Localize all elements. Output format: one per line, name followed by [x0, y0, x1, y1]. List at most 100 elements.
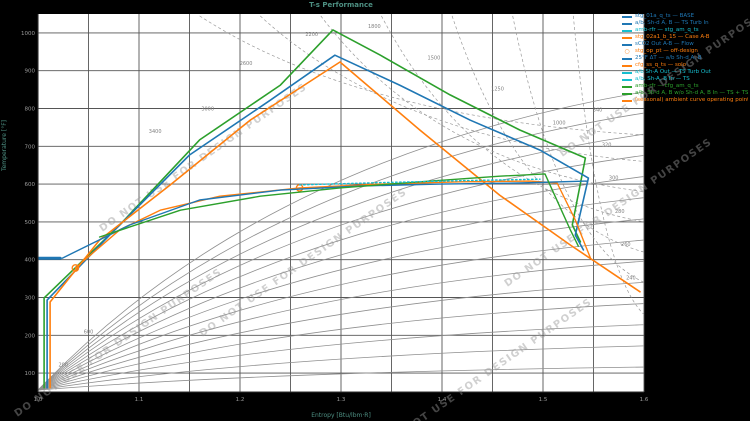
isenthalp-curve	[259, 15, 644, 162]
isobar-curve	[38, 133, 644, 391]
x-tick-label: 1.6	[640, 397, 649, 403]
legend-item: stg_01a_q_ts — BASE	[622, 13, 748, 20]
x-tick-label: 1.0	[34, 397, 43, 403]
legend-item: stg_02a1_b_15 — Case A-B	[622, 34, 748, 41]
x-tick-label: 1.3	[337, 397, 346, 403]
curve-value-label: 2600	[240, 61, 253, 67]
x-tick-label: 1.5	[539, 397, 548, 403]
legend-item: a/b, Sh-d A, B — TS Turb In	[622, 20, 748, 27]
legend-item-label: 25°F ΔT — a/b Sh-d A, B	[635, 55, 702, 61]
legend-item-label: stg_01a_q_ts — BASE	[635, 13, 695, 19]
series-group	[38, 29, 641, 389]
isobar-curve	[38, 366, 644, 391]
isobar-curve	[38, 260, 644, 391]
legend-item: a/b Sh-A Out — TS Turb Out	[622, 69, 748, 76]
y-axis-label: Temperature [°F]	[1, 120, 8, 172]
legend-item-label: a/b, Sh-A, B In — TS	[635, 76, 690, 82]
legend-item-label: amb-rfr — cfg_am_q_ts	[635, 83, 699, 89]
curve-value-label: 200	[58, 362, 68, 368]
isobar-curve	[38, 91, 644, 391]
curve-value-label: 1000	[553, 120, 566, 126]
legend-item: a/b, Sh-d A, B w/o Sh-d A, B In — TS + T…	[622, 90, 748, 97]
series-blue-main	[46, 54, 590, 389]
legend-item: (seasonal) ambient curve operating point…	[622, 97, 748, 104]
isenthalp-curve	[572, 15, 644, 315]
curve-value-label: 240	[626, 275, 636, 281]
curve-value-label: 2200	[305, 32, 318, 38]
curve-value-label: 3000	[201, 106, 214, 112]
isenthalp-curve	[381, 15, 644, 223]
y-tick-label: 100	[25, 371, 36, 377]
curve-value-label: 320	[602, 142, 612, 148]
legend-line-swatch	[622, 15, 632, 18]
legend-item: sCO2 Out A-B — Flow	[622, 41, 748, 48]
chart-title: T-s Performance	[309, 1, 373, 9]
curve-value-label: 300	[609, 176, 619, 182]
isobar-curve	[38, 303, 644, 391]
y-tick-label: 400	[25, 258, 36, 264]
legend-line-swatch	[622, 71, 632, 74]
background-curves	[38, 15, 644, 391]
legend-circle-marker: ○	[624, 48, 630, 55]
legend-line-swatch	[622, 36, 632, 39]
isobar-curve	[38, 324, 644, 391]
legend-item-label: stg_op_pt — off-design	[635, 48, 698, 54]
curve-value-label: 600	[84, 329, 94, 335]
isobar-curve	[38, 176, 644, 391]
legend-item-label: a/b, Sh-d A, B — TS Turb In	[635, 20, 709, 26]
legend-item-label: (seasonal) ambient curve operating point…	[635, 97, 748, 103]
curve-value-label: 1800	[368, 24, 381, 30]
y-tick-label: 700	[25, 144, 36, 150]
series-orange-flat	[74, 180, 592, 269]
isobar-curve	[38, 281, 644, 391]
curve-value-label: 1500	[428, 55, 441, 61]
tick-labels: 1.0 1.1 1.2 1.3 1.4 1.5 1.6 100 200 300 400 500 600 7…	[21, 31, 649, 403]
legend-item-label: a/b, Sh-d A, B w/o Sh-d A, B In — TS + T…	[635, 90, 748, 96]
isobar-curve	[38, 197, 644, 391]
legend-item: cfg_ss_q_ts — solo	[622, 62, 748, 69]
legend-line-swatch	[622, 99, 632, 102]
legend: stg_01a_q_ts — BASE a/b, Sh-d A, B — TS T…	[622, 13, 748, 104]
legend-item-label: a/b Sh-A Out — TS Turb Out	[635, 69, 711, 75]
curve-labels: 3400 3000 2600 2200 1800 1500 1250 1000 600 200 34…	[58, 24, 635, 368]
isenthalp-curve	[199, 15, 644, 136]
legend-line-swatch	[622, 57, 632, 60]
legend-line-swatch	[622, 85, 632, 88]
isobar-curve	[38, 218, 644, 391]
x-tick-label: 1.2	[236, 397, 245, 403]
isenthalp-curve	[320, 15, 644, 193]
legend-item-label: cfg_ss_q_ts — solo	[635, 62, 687, 68]
curve-value-label: 260	[621, 242, 631, 248]
axis-spines	[37, 14, 644, 393]
series-blue-flat	[61, 180, 588, 259]
y-tick-label: 500	[25, 220, 36, 226]
isobar-curve	[38, 112, 644, 391]
legend-item-label: amb-rfr — stg_am_q_ts	[635, 27, 699, 33]
series-marker	[71, 264, 80, 272]
y-tick-label: 600	[25, 182, 36, 188]
y-tick-label: 200	[25, 333, 36, 339]
legend-line-swatch	[622, 64, 632, 67]
isobar-curve	[38, 239, 644, 391]
curve-value-label: 280	[615, 209, 625, 215]
legend-item: a/b, Sh-A, B In — TS	[622, 76, 748, 83]
isobar-curve	[38, 154, 644, 391]
curve-value-label: 1250	[491, 86, 504, 92]
legend-line-swatch	[622, 29, 632, 32]
legend-line-swatch	[622, 92, 632, 95]
x-tick-label: 1.4	[438, 397, 447, 403]
legend-line-swatch	[622, 43, 632, 46]
curve-value-label: 340	[593, 108, 603, 114]
series-teal-dotted	[298, 178, 541, 186]
y-tick-label: 1000	[21, 31, 35, 37]
legend-item: amb-rfr — cfg_am_q_ts	[622, 83, 748, 90]
legend-item-label: stg_02a1_b_15 — Case A-B	[635, 34, 710, 40]
legend-item-label: sCO2 Out A-B — Flow	[635, 41, 694, 47]
legend-item: 25°F ΔT — a/b Sh-d A, B	[622, 55, 748, 62]
legend-line-swatch	[622, 22, 632, 25]
legend-item: amb-rfr — stg_am_q_ts	[622, 27, 748, 34]
isenthalp-curve	[512, 15, 644, 283]
y-tick-label: 800	[25, 107, 36, 113]
